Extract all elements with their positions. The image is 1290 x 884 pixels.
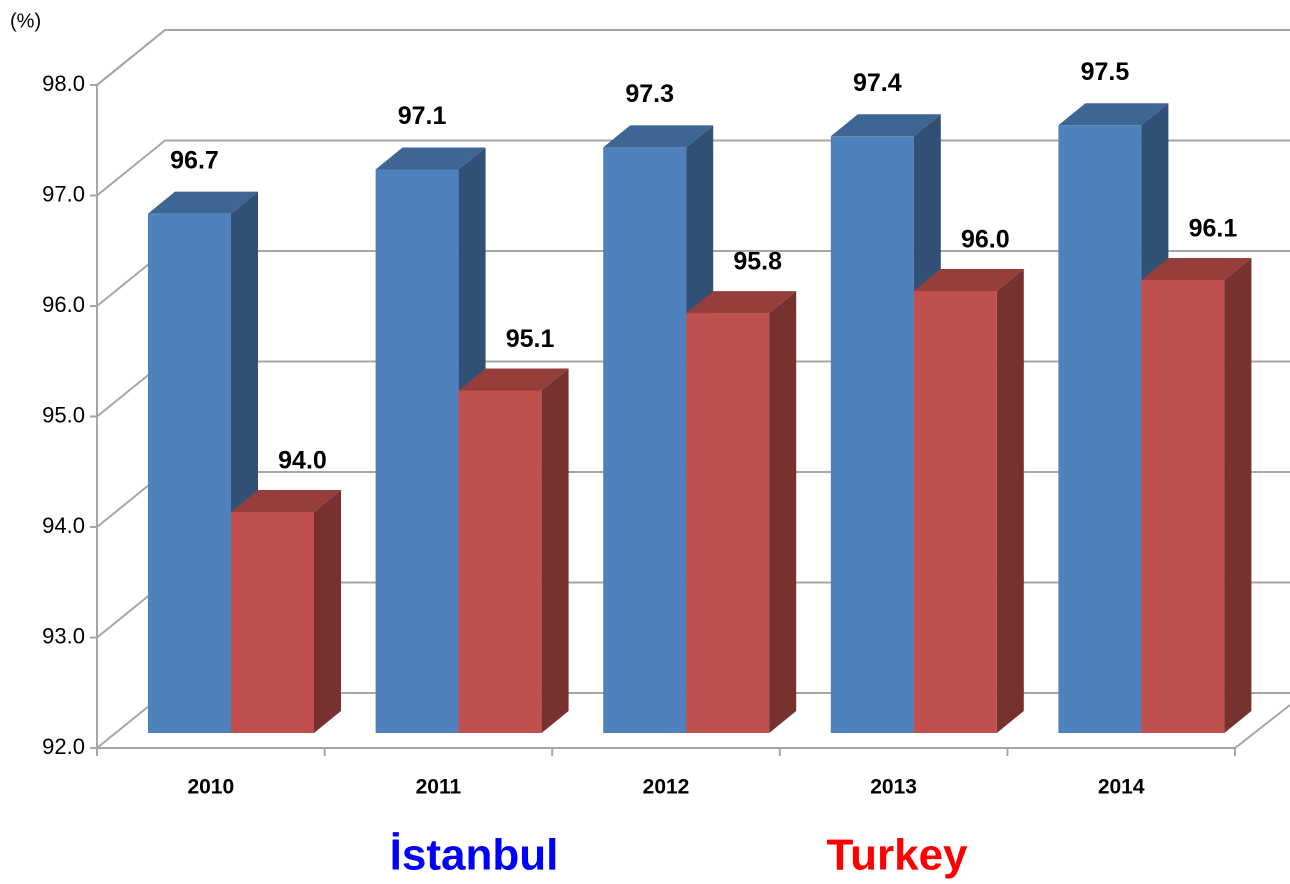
bar-face xyxy=(375,169,459,733)
data-label: 97.3 xyxy=(625,80,674,108)
bar-face xyxy=(603,147,687,734)
x-tick-label: 2012 xyxy=(643,776,690,799)
x-tick-label: 2011 xyxy=(416,776,462,799)
bar-face xyxy=(1224,257,1252,733)
bar-face xyxy=(231,490,341,512)
y-tick-label: 96.0 xyxy=(42,292,85,317)
bar-face xyxy=(830,136,914,734)
y-tick-label: 94.0 xyxy=(42,513,85,538)
bar xyxy=(231,490,341,733)
data-label: 95.8 xyxy=(733,248,782,276)
bar-face xyxy=(1141,257,1252,280)
bar-face xyxy=(996,269,1024,733)
bar-face xyxy=(686,291,797,314)
bar-face xyxy=(458,368,569,391)
y-axis-label: (%) xyxy=(10,10,41,32)
grid-line xyxy=(96,29,1290,86)
data-label: 96.0 xyxy=(961,226,1010,254)
bar-face xyxy=(375,147,486,170)
y-tick-label: 92.0 xyxy=(42,734,85,759)
y-tick-label: 93.0 xyxy=(42,623,85,648)
bar-face xyxy=(913,291,997,733)
x-tick-label: 2013 xyxy=(870,776,917,799)
bar xyxy=(913,269,1024,733)
bar-face xyxy=(686,313,770,733)
legend-label: Turkey xyxy=(826,831,968,880)
bar-face xyxy=(148,213,231,733)
data-label: 97.1 xyxy=(398,102,447,130)
data-label: 97.4 xyxy=(853,69,902,97)
bar-face xyxy=(148,191,258,214)
bar-face xyxy=(603,125,714,148)
bar-face xyxy=(231,512,314,733)
data-label: 94.0 xyxy=(278,447,327,475)
bar-face xyxy=(1058,125,1142,733)
data-label: 97.5 xyxy=(1081,58,1130,86)
bar xyxy=(375,147,486,733)
y-tick-label: 95.0 xyxy=(42,402,85,427)
bar-face xyxy=(1141,279,1225,733)
bar-face xyxy=(541,368,569,733)
bar-face xyxy=(314,490,341,733)
bar-face xyxy=(769,291,797,733)
y-tick-label: 98.0 xyxy=(42,71,85,96)
data-label: 95.1 xyxy=(506,325,555,353)
x-tick-label: 2010 xyxy=(187,776,234,799)
data-label: 96.7 xyxy=(170,146,219,174)
bar xyxy=(458,368,569,733)
bar-face xyxy=(830,114,941,137)
bar xyxy=(686,291,797,733)
bar-face xyxy=(913,269,1024,291)
bar xyxy=(1141,257,1252,733)
y-tick-label: 97.0 xyxy=(42,181,85,206)
x-tick-label: 2014 xyxy=(1098,776,1145,799)
data-label: 96.1 xyxy=(1189,215,1238,243)
legend-label: İstanbul xyxy=(390,831,559,880)
bar-face xyxy=(458,390,542,733)
bar-face xyxy=(1058,103,1169,126)
